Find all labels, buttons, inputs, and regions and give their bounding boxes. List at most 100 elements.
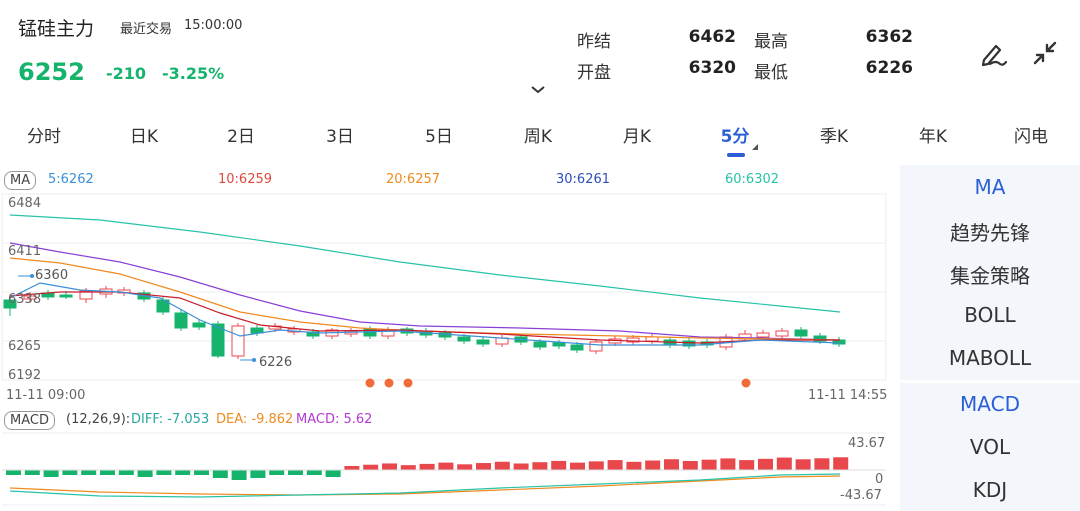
price-axis-top: 6484 (8, 196, 42, 211)
macd-dea: DEA: -9.862 (216, 412, 294, 427)
macd-bar (288, 470, 303, 475)
tab-weekly-k[interactable]: 周K (523, 127, 553, 147)
tab-5min[interactable]: 5分 (720, 127, 750, 147)
tab-monthly-k[interactable]: 月K (622, 127, 652, 147)
pen-line-icon[interactable] (976, 36, 1010, 70)
macd-bar (570, 462, 585, 470)
candle-body (59, 294, 73, 298)
indicator-vol[interactable]: VOL (969, 435, 1011, 459)
tab-3day[interactable]: 3日 (326, 127, 354, 147)
ma20-value: 20:6257 (386, 172, 441, 187)
current-price: 6252 (18, 58, 85, 86)
candlestick-chart[interactable] (0, 0, 898, 511)
tab-daily-k[interactable]: 日K (129, 127, 159, 147)
macd-bar (645, 460, 661, 470)
instrument-name: 锰硅主力 (18, 18, 95, 40)
candle-body (589, 341, 603, 352)
macd-bar (795, 459, 811, 470)
indicator-ma[interactable]: MA (974, 175, 1006, 199)
low-label: 最低 (754, 63, 788, 83)
candle-body (533, 341, 547, 348)
macd-diff: DIFF: -7.053 (131, 412, 210, 427)
high-value: 6362 (865, 27, 913, 47)
macd-bar (513, 463, 529, 470)
macd-bar (739, 460, 755, 470)
indicator-kdj[interactable]: KDJ (972, 478, 1008, 502)
candle-body (756, 332, 770, 338)
diff-line (9, 473, 841, 498)
macd-bar (776, 457, 792, 470)
ma60-line (9, 214, 841, 313)
macd-bar (814, 458, 830, 470)
macd-bar (62, 470, 78, 475)
macd-bar (306, 470, 322, 475)
candle-body (682, 340, 696, 347)
sidebar-divider (900, 380, 1080, 383)
macd-bar (419, 463, 435, 470)
low-value: 6226 (865, 58, 913, 78)
candle-body (552, 342, 566, 347)
macd-bar (231, 470, 247, 480)
period-dropdown-caret-icon[interactable] (752, 144, 758, 150)
time-axis-end: 11-11 14:55 (808, 388, 888, 403)
ma5-line (9, 282, 841, 346)
candle-body (192, 322, 206, 328)
macd-bar (494, 461, 510, 470)
macd-params: (12,26,9): (66, 412, 131, 427)
tab-intraday[interactable]: 分时 (27, 127, 61, 147)
expand-chevron-icon[interactable] (530, 84, 546, 99)
ma30-line (9, 242, 841, 341)
candle-body (626, 337, 640, 343)
ma-tag[interactable]: MA (4, 171, 37, 190)
macd-bar (626, 461, 642, 470)
macd-bar (758, 458, 773, 470)
tab-flash[interactable]: 闪电 (1014, 127, 1048, 147)
macd-bar (175, 470, 191, 475)
time-axis-start: 11-11 09:00 (6, 388, 86, 403)
macd-bar (212, 470, 228, 478)
macd-bar (363, 464, 379, 470)
macd-histogram (6, 457, 849, 480)
macd-bar (344, 466, 360, 470)
tab-quarterly-k[interactable]: 季K (819, 127, 849, 147)
indicator-boll[interactable]: BOLL (964, 303, 1016, 327)
price-axis-2: 6411 (8, 244, 42, 259)
macd-bar (269, 470, 285, 475)
dea-line (9, 475, 841, 496)
ma20-line (9, 257, 841, 341)
macd-bar (438, 462, 454, 470)
macd-bar (551, 460, 567, 470)
macd-bar (701, 459, 717, 470)
indicator-gold-strategy[interactable]: 集金策略 (950, 264, 1030, 288)
macd-tag[interactable]: MACD (4, 411, 55, 430)
macd-bar (43, 470, 59, 477)
candle-body (794, 329, 808, 337)
indicator-sidebar: MA 趋势先锋 集金策略 BOLL MABOLL MACD VOL KDJ (900, 165, 1080, 511)
period-tabs: 分时 日K 2日 3日 5日 周K 月K 5分 季K 年K 闪电 (0, 122, 1080, 154)
candle-body (645, 336, 659, 342)
macd-axis-top: 43.67 (848, 436, 886, 451)
tab-5day[interactable]: 5日 (425, 127, 453, 147)
prev-settle-value: 6462 (688, 27, 736, 47)
candle-body (23, 295, 37, 300)
high-marker-label: 6360 (35, 268, 69, 283)
ma60-value: 60:6302 (725, 172, 780, 187)
macd-bar (24, 470, 40, 475)
collapse-arrows-icon[interactable] (1028, 36, 1062, 70)
candle-body (174, 312, 188, 329)
indicator-maboll[interactable]: MABOLL (948, 346, 1032, 370)
macd-bar (100, 470, 115, 475)
tab-2day[interactable]: 2日 (227, 127, 255, 147)
low-marker-label: 6226 (259, 355, 293, 370)
tab-yearly-k[interactable]: 年K (918, 127, 948, 147)
macd-bar (400, 465, 416, 470)
candle-body (775, 330, 789, 337)
price-change-pct: -3.25% (162, 64, 225, 83)
macd-bar (682, 460, 698, 470)
macd-bar (476, 463, 491, 470)
ma30-value: 30:6261 (556, 172, 611, 187)
indicator-macd[interactable]: MACD (960, 392, 1020, 416)
indicator-trend-pioneer[interactable]: 趋势先锋 (950, 221, 1030, 245)
macd-bar (588, 461, 604, 470)
open-value: 6320 (688, 58, 736, 78)
